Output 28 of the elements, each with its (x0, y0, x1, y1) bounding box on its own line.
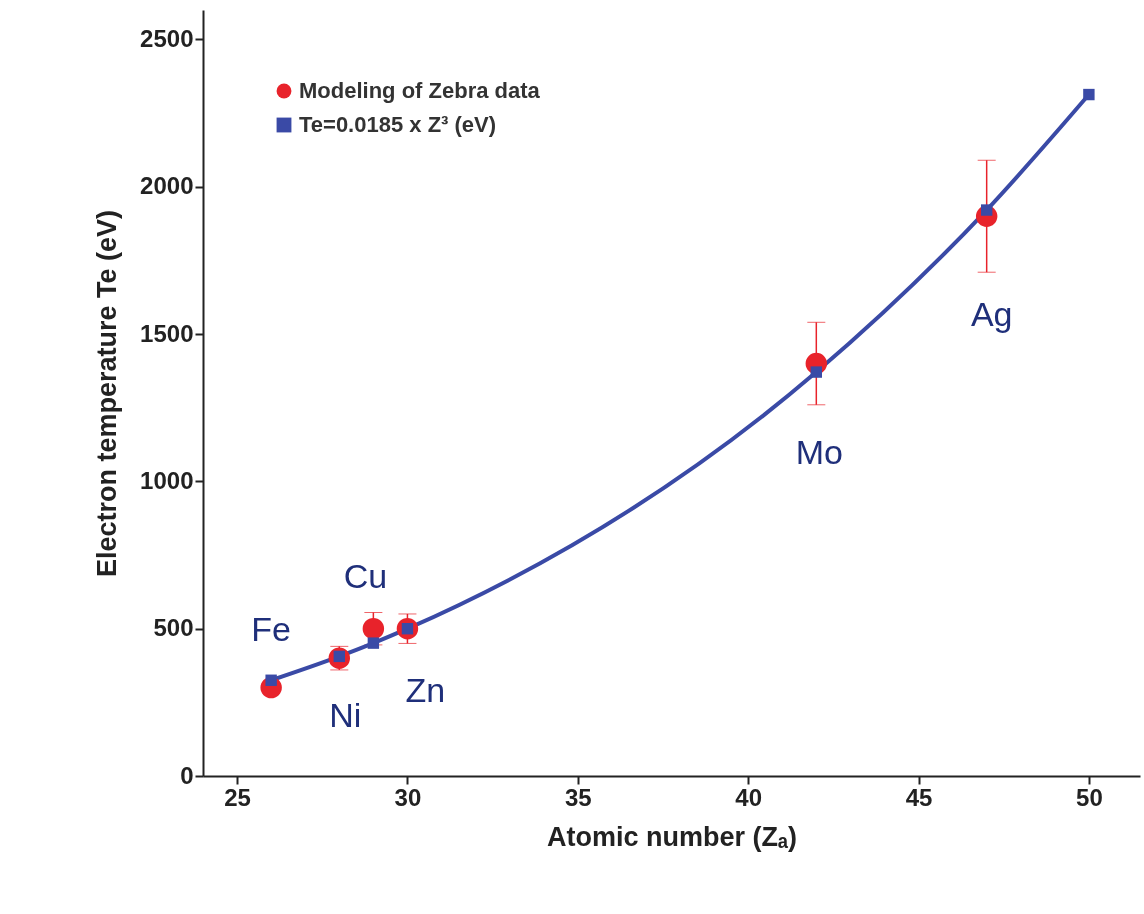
y-tick-label: 0 (180, 761, 194, 789)
annotation: Fe (251, 609, 291, 648)
legend-label: Modeling of Zebra data (299, 78, 541, 103)
point (367, 637, 380, 649)
annotation: Ni (329, 696, 362, 735)
point (362, 617, 385, 640)
point (265, 674, 277, 686)
x-tick-label: 50 (1076, 783, 1103, 811)
x-tick-label: 35 (564, 783, 592, 811)
x-tick-label: 45 (905, 783, 933, 811)
annotation: Ag (970, 295, 1013, 334)
y-tick-label: 1500 (140, 319, 194, 347)
y-tick-label: 1000 (140, 466, 194, 494)
y-axis-title: Electron temperature Te (eV) (92, 209, 123, 578)
x-tick-label: 40 (735, 783, 763, 811)
point (810, 366, 823, 378)
x-tick-label: 30 (394, 783, 422, 811)
annotation: Zn (405, 670, 446, 709)
annotation: Mo (795, 432, 843, 471)
y-tick-label: 2000 (140, 172, 194, 200)
y-tick-label: 500 (153, 614, 194, 642)
legend-label: Te=0.0185 x Z³ (eV) (299, 112, 497, 137)
x-tick-label: 25 (224, 783, 251, 811)
point (980, 204, 993, 216)
y-tick-label: 2500 (140, 24, 194, 52)
annotation: Cu (343, 556, 388, 595)
point (1083, 88, 1095, 101)
x-axis-title: Atomic number (Zₐ) (546, 821, 798, 852)
